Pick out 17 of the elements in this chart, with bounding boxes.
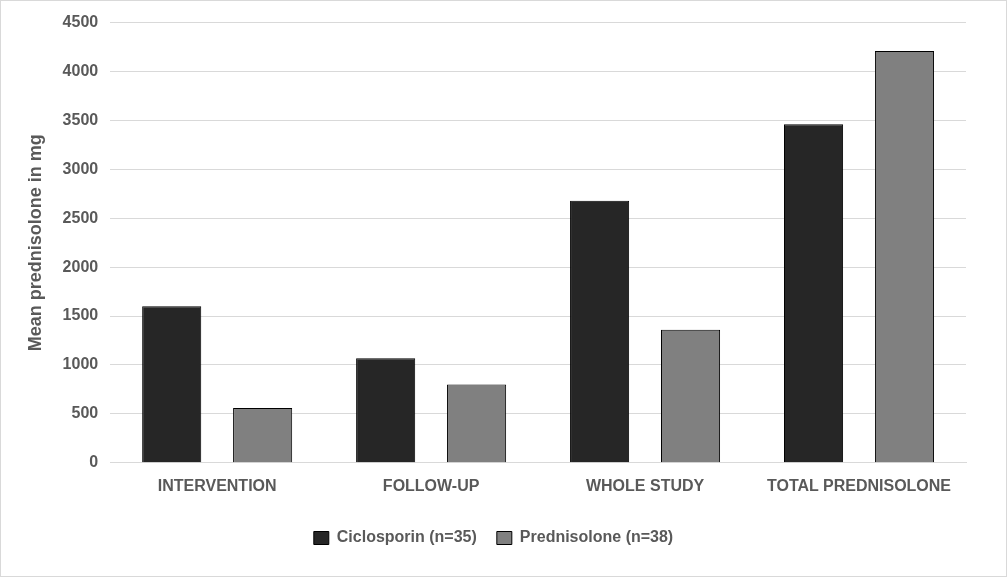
y-tick-label: 4000 [62, 61, 99, 79]
y-tick-label: 1000 [62, 355, 99, 373]
x-tick-label: FOLLOW-UP [382, 476, 480, 494]
y-tick-label: 3500 [62, 110, 99, 128]
y-tick-label: 1500 [62, 306, 99, 324]
y-tick-label: 4500 [62, 13, 99, 31]
y-tick-label: 2500 [62, 208, 99, 226]
y-tick-label: 0 [89, 453, 99, 471]
legend-label: Prednisolone (n=38) [519, 528, 674, 546]
y-tick-label: 2000 [62, 257, 99, 275]
y-tick-label: 3000 [62, 159, 99, 177]
x-tick-label: TOTAL PREDNISOLONE [767, 476, 952, 494]
y-tick-label: 500 [71, 404, 99, 422]
x-tick-label: INTERVENTION [157, 476, 277, 494]
x-tick-label: WHOLE STUDY [585, 476, 705, 494]
y-axis-title: Mean prednisolone in mg [24, 134, 45, 352]
legend-label: Ciclosporin (n=35) [336, 528, 477, 546]
